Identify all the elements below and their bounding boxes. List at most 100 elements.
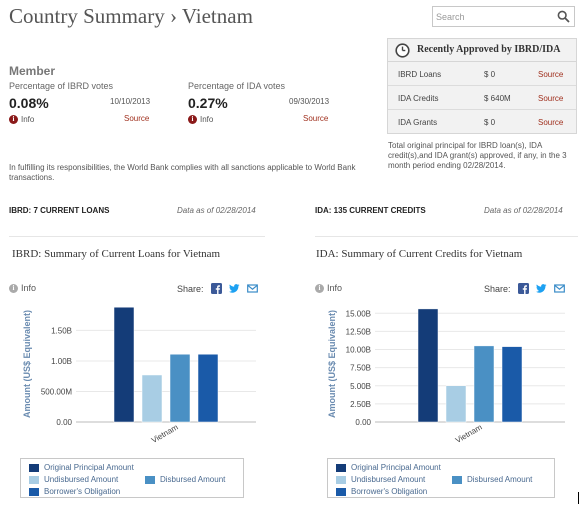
legend-swatch (336, 487, 346, 496)
ibrd-loans-heading: IBRD: 7 CURRENT LOANS (9, 206, 110, 215)
ida-votes-date: 09/30/2013 (289, 97, 330, 106)
recent-row-ida-credits: IDA Credits $ 640M Source (388, 86, 576, 110)
email-icon[interactable] (553, 283, 565, 294)
y-tick-label: 7.50B (350, 364, 371, 373)
recent-row-source-link[interactable]: Source (538, 118, 564, 127)
text-cursor (578, 492, 579, 504)
recent-row-value: $ 0 (484, 118, 496, 127)
legend-item-obligation[interactable]: Borrower's Obligation (29, 487, 120, 496)
recently-approved-note: Total original principal for IBRD loan(s… (388, 141, 567, 170)
ida-votes-info-link[interactable]: i Info (188, 115, 213, 124)
legend-swatch (336, 475, 346, 484)
y-axis-title: Amount (US$ Equivalent) (327, 310, 337, 418)
recent-row-ibrd-loans: IBRD Loans $ 0 Source (388, 62, 576, 86)
legend-swatch (29, 487, 39, 496)
legend-label: Original Principal Amount (44, 463, 134, 472)
recent-row-source-link[interactable]: Source (538, 94, 564, 103)
recent-row-label: IDA Grants (398, 118, 438, 127)
ibrd-votes-info-link[interactable]: i Info (9, 115, 34, 124)
recently-approved-header: Recently Approved by IBRD/IDA (388, 39, 576, 62)
ibrd-votes-source-link[interactable]: Source (124, 114, 150, 123)
legend-label: Borrower's Obligation (351, 487, 428, 496)
facebook-icon[interactable] (517, 283, 529, 294)
ida-credits-heading: IDA: 135 CURRENT CREDITS (315, 206, 426, 215)
chart-info-label: Info (21, 283, 37, 293)
recent-row-value: $ 640M (484, 94, 511, 103)
ibrd-chart-info[interactable]: i Info (9, 283, 36, 293)
search-box (432, 6, 575, 27)
twitter-icon[interactable] (228, 283, 240, 294)
legend-swatch (145, 475, 155, 484)
info-link-label: Info (200, 115, 214, 124)
y-tick-label: 2.50B (350, 400, 371, 409)
legend-item-disbursed[interactable]: Disbursed Amount (145, 475, 225, 484)
y-tick-label: 0.00 (56, 418, 72, 427)
info-icon: i (188, 115, 197, 124)
x-category-label: Vietnam (150, 422, 180, 445)
recent-row-source-link[interactable]: Source (538, 70, 564, 79)
ibrd-data-asof: Data as of 02/28/2014 (177, 206, 256, 215)
ida-bar-chart: 0.00 2.50B 5.00B 7.50B 10.00B 12.50B 15.00B Amo… (327, 308, 565, 445)
y-tick-label: 500.00M (41, 387, 72, 396)
ida-data-asof: Data as of 02/28/2014 (484, 206, 563, 215)
legend-item-obligation[interactable]: Borrower's Obligation (336, 487, 427, 496)
y-tick-label: 1.50B (51, 326, 72, 335)
info-icon: i (9, 283, 18, 293)
legend-item-disbursed[interactable]: Disbursed Amount (452, 475, 532, 484)
legend-item-undisbursed[interactable]: Undisbursed Amount (336, 475, 425, 484)
legend-item-original[interactable]: Original Principal Amount (336, 463, 441, 472)
clock-icon (395, 43, 410, 58)
ibrd-chart-legend: Original Principal Amount Undisbursed Am… (20, 458, 244, 498)
legend-swatch (336, 463, 346, 472)
bar-borrower-s-obligation (197, 353, 219, 423)
y-tick-label: 1.00B (51, 357, 72, 366)
y-tick-label: 12.50B (346, 327, 371, 336)
bar-borrower-s-obligation (501, 346, 523, 423)
recent-row-value: $ 0 (484, 70, 496, 79)
y-tick-label: 0.00 (355, 418, 371, 427)
share-label: Share: (177, 283, 204, 294)
legend-label: Undisbursed Amount (44, 475, 119, 484)
twitter-icon[interactable] (535, 283, 547, 294)
bar-original-principal-amount (113, 306, 135, 423)
bar-undisbursed-amount (141, 374, 163, 423)
recent-row-label: IBRD Loans (398, 70, 442, 79)
email-icon[interactable] (246, 283, 258, 294)
ibrd-bar-chart: 0.00 500.00M 1.00B 1.50B Amount (US$ Equival… (22, 306, 256, 445)
x-category-label: Vietnam (454, 422, 484, 445)
info-icon: i (315, 283, 324, 293)
legend-label: Borrower's Obligation (44, 487, 121, 496)
divider (9, 236, 265, 237)
search-icon[interactable] (557, 10, 570, 23)
legend-swatch (29, 463, 39, 472)
page-title: Country Summary › Vietnam (9, 4, 253, 28)
recently-approved-title: Recently Approved by IBRD/IDA (417, 44, 561, 55)
legend-label: Disbursed Amount (160, 475, 226, 484)
legend-label: Disbursed Amount (467, 475, 533, 484)
bar-disbursed-amount (169, 353, 191, 423)
ibrd-votes-value: 0.08% (9, 95, 49, 111)
recently-approved-panel: Recently Approved by IBRD/IDA IBRD Loans… (387, 38, 577, 134)
sanctions-note: In fulfilling its responsibilities, the … (9, 163, 356, 182)
y-tick-label: 10.00B (346, 346, 371, 355)
ida-share-bar: Share: (484, 283, 565, 294)
legend-item-original[interactable]: Original Principal Amount (29, 463, 134, 472)
bar-undisbursed-amount (445, 385, 467, 423)
legend-item-undisbursed[interactable]: Undisbursed Amount (29, 475, 118, 484)
ibrd-share-bar: Share: (177, 283, 258, 294)
share-label: Share: (484, 283, 511, 294)
ida-chart-legend: Original Principal Amount Undisbursed Am… (327, 458, 555, 498)
y-axis-title: Amount (US$ Equivalent) (22, 310, 32, 418)
legend-label: Undisbursed Amount (351, 475, 426, 484)
search-input[interactable] (436, 9, 551, 24)
ida-chart-info[interactable]: i Info (315, 283, 342, 293)
ida-votes-value: 0.27% (188, 95, 228, 111)
ibrd-votes-date: 10/10/2013 (110, 97, 151, 106)
bar-original-principal-amount (417, 308, 439, 423)
facebook-icon[interactable] (210, 283, 222, 294)
ibrd-votes-label: Percentage of IBRD votes (9, 81, 114, 91)
ida-votes-label: Percentage of IDA votes (188, 81, 286, 91)
bar-disbursed-amount (473, 345, 495, 423)
legend-swatch (452, 475, 462, 484)
ida-votes-source-link[interactable]: Source (303, 114, 329, 123)
